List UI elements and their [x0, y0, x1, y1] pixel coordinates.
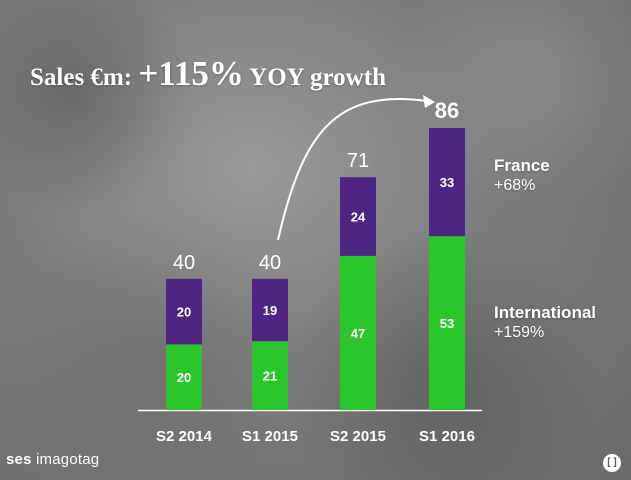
bar-international-3: [340, 255, 376, 410]
data-label-international-1: 20: [177, 370, 191, 385]
data-label-international-2: 21: [263, 369, 277, 384]
title-growth-suffix: YOY growth: [243, 64, 386, 91]
legend-france: France +68%: [494, 156, 550, 196]
total-label-3: 71: [347, 150, 369, 172]
title-lead: Sales €m:: [30, 64, 139, 91]
bar-international-2: [252, 341, 288, 410]
title-growth-percent: +115%: [138, 54, 244, 93]
bar-international-1: [166, 344, 202, 410]
bar-france-3: [340, 177, 376, 256]
growth-arrow-head: [423, 95, 435, 108]
bracket-icon: [ ]: [603, 454, 621, 472]
legend-international-growth: +159%: [494, 324, 545, 342]
data-label-international-3: 47: [351, 326, 365, 341]
bar-france-1: [166, 278, 202, 345]
legend-france-growth: +68%: [494, 177, 536, 195]
logo-part-ses: ses: [6, 451, 32, 468]
legend-france-label: France: [494, 156, 550, 175]
total-label-2: 40: [259, 252, 281, 274]
data-label-international-4: 53: [440, 316, 454, 331]
data-label-france-3: 24: [351, 210, 366, 225]
logo-part-imagotag: imagotag: [36, 451, 100, 468]
x-tick-label-3: S2 2015: [330, 428, 386, 445]
legend-international-label: International: [494, 303, 597, 322]
x-tick-label-4: S1 2016: [419, 428, 475, 445]
growth-arrow-curve: [277, 97, 428, 241]
total-label-1: 40: [173, 252, 195, 274]
x-tick-label-1: S2 2014: [156, 428, 213, 445]
total-label-4: 86: [435, 98, 459, 123]
bar-international-4: [429, 236, 465, 410]
data-label-france-1: 20: [177, 305, 191, 320]
chart-title: Sales €m: +115% YOY growth: [30, 56, 386, 91]
bar-france-2: [252, 278, 288, 342]
legend-international: International +159%: [494, 303, 596, 343]
data-label-france-2: 19: [263, 303, 277, 318]
data-label-france-4: 33: [440, 175, 454, 190]
company-logo: ses imagotag: [6, 451, 99, 468]
bar-france-4: [429, 128, 465, 237]
x-tick-label-2: S1 2015: [242, 428, 298, 445]
